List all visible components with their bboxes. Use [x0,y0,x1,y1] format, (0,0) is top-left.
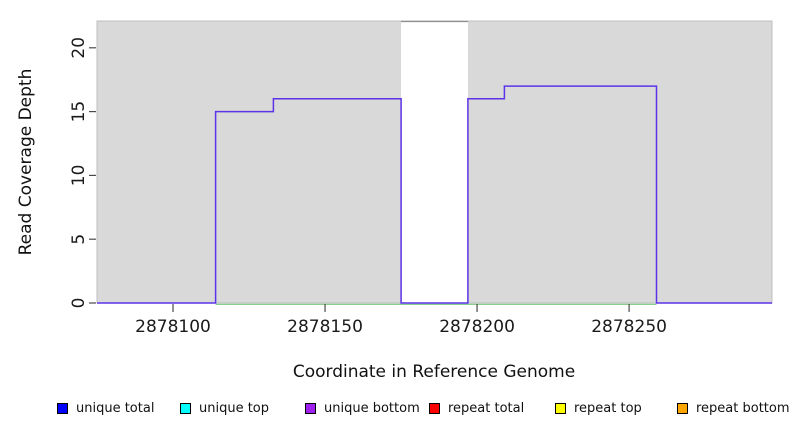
legend-label-repeat-bottom: repeat bottom [696,400,790,416]
legend-label-unique-top: unique top [199,400,270,416]
legend-item-repeat-top: repeat top [555,398,642,418]
y-axis-title: Read Coverage Depth [16,69,36,256]
legend-swatch-unique-total-icon [57,402,68,414]
legend-item-unique-total: unique total [57,398,154,418]
legend-item-unique-top: unique top [180,398,269,418]
legend-label-repeat-top: repeat top [574,400,642,416]
legend-swatch-unique-top-icon [180,402,191,414]
masked-region [401,21,468,304]
legend-swatch-unique-bottom-icon [305,402,316,414]
legend-label-unique-total: unique total [76,400,155,416]
x-tick-label: 2878150 [287,317,363,337]
unique-bottom-line [97,85,772,304]
x-tick-label: 2878250 [591,317,667,337]
legend-label-repeat-total: repeat total [448,400,525,416]
legend: unique total unique top unique bottom repea… [0,398,792,420]
legend-swatch-repeat-total-icon [429,402,440,414]
y-tick-label: 0 [69,298,89,309]
legend-swatch-repeat-top-icon [555,402,566,414]
legend-item-repeat-total: repeat total [429,398,524,418]
plot-area: 2878100 2878150 2878200 2878250 0 5 10 15 20 [69,20,773,337]
y-tick-label: 15 [69,101,89,123]
coverage-plot: 2878100 2878150 2878200 2878250 0 5 10 15 20 Coo… [16,20,773,382]
x-axis-title: Coordinate in Reference Genome [293,362,575,382]
legend-item-repeat-bottom: repeat bottom [677,398,790,418]
x-tick-label: 2878100 [135,317,211,337]
legend-swatch-repeat-bottom-icon [677,402,688,414]
y-tick-label: 20 [69,37,89,59]
y-tick-label: 10 [69,165,89,187]
legend-item-unique-bottom: unique bottom [305,398,420,418]
y-tick-label: 5 [69,234,89,245]
legend-label-unique-bottom: unique bottom [324,400,420,416]
x-tick-label: 2878200 [439,317,515,337]
